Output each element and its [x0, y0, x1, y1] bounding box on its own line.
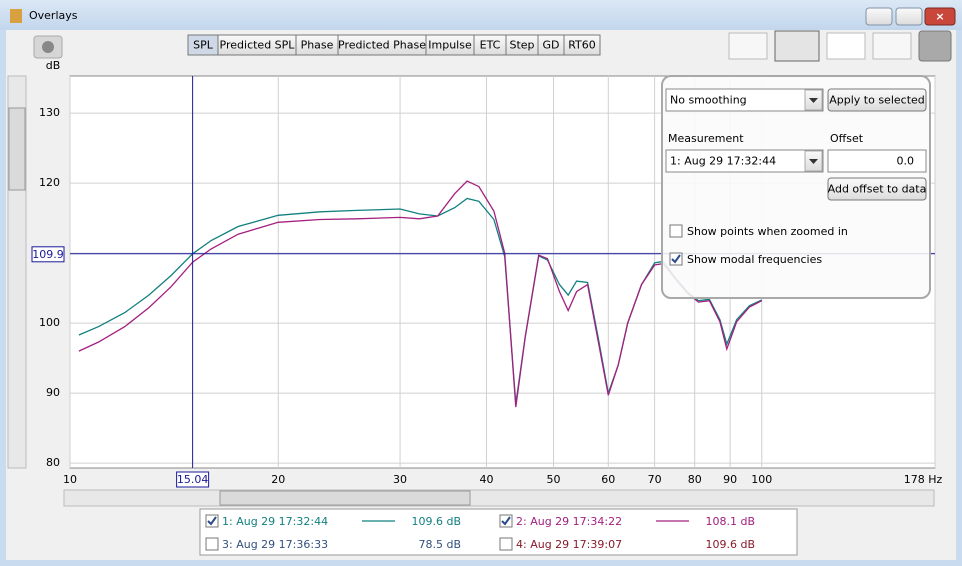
checkbox[interactable]	[669, 224, 683, 238]
apply-button[interactable]	[827, 88, 927, 112]
x-tick-label: 178 Hz	[904, 473, 943, 486]
add-offset-button-label: Add offset to data	[828, 183, 927, 196]
x-tick-label: 60	[601, 473, 615, 486]
legend-reading: 78.5 dB	[418, 538, 461, 551]
smoothing-select-text: No smoothing	[670, 94, 747, 107]
zoom-tool[interactable]	[872, 32, 912, 60]
y-tick-label: 80	[46, 456, 60, 469]
x-tick-label: 100	[751, 473, 772, 486]
add-offset-button[interactable]	[827, 177, 927, 201]
view-tab-label: GD	[543, 39, 560, 52]
y-tick-label: 90	[46, 386, 60, 399]
limits-tool[interactable]	[774, 30, 820, 62]
vertical-scroll-thumb[interactable]	[8, 107, 26, 191]
view-tab-label: Impulse	[428, 39, 472, 52]
measurement-select[interactable]	[665, 149, 824, 173]
x-tick-label: 90	[723, 473, 737, 486]
view-tools	[728, 30, 952, 62]
apply-button-label: Apply to selected	[829, 94, 925, 107]
minimize-button[interactable]	[865, 7, 893, 26]
legend-name: 4: Aug 29 17:39:07	[516, 538, 622, 551]
smoothing-select-arrow-glyph	[809, 98, 818, 103]
x-tick-label: 70	[648, 473, 662, 486]
x-tick-label: 50	[547, 473, 561, 486]
x-tick-label: 80	[688, 473, 702, 486]
legend-reading: 109.6 dB	[411, 515, 461, 528]
view-tab-label: ETC	[480, 39, 501, 52]
legend-name: 3: Aug 29 17:36:33	[222, 538, 328, 551]
grid	[69, 76, 936, 468]
offset-label: Offset	[830, 132, 864, 145]
y-tick-label: 130	[39, 106, 60, 119]
x-tick-label: 20	[271, 473, 285, 486]
y-tick-label: 100	[39, 316, 60, 329]
cursor-x-label: 15.04	[177, 473, 209, 486]
view-tab-label: RT60	[568, 39, 596, 52]
cursor-y-label: 109.9	[32, 248, 64, 261]
view-tab-label: SPL	[193, 39, 214, 52]
camera-lens	[42, 41, 54, 53]
measurement-select-arrow-glyph	[809, 159, 818, 164]
checkbox-label: Show points when zoomed in	[687, 225, 848, 238]
cursor-y-box	[31, 246, 65, 263]
view-tab-label: Predicted SPL	[220, 39, 296, 52]
title-bar	[0, 0, 962, 30]
maximize-button[interactable]	[895, 7, 923, 26]
y-tick-label: 120	[39, 176, 60, 189]
checkbox-label: Show modal frequencies	[687, 253, 822, 266]
app-icon	[10, 9, 22, 23]
legend-checkbox[interactable]	[205, 537, 219, 551]
legend-reading: 108.1 dB	[705, 515, 755, 528]
legend-name: 1: Aug 29 17:32:44	[222, 515, 328, 528]
view-tab[interactable]	[563, 34, 601, 56]
offset-spinner[interactable]	[827, 149, 927, 173]
measurement-label: Measurement	[668, 132, 744, 145]
horizontal-scrollbar[interactable]	[63, 489, 935, 507]
legend-checkbox[interactable]	[499, 537, 513, 551]
panel-box	[661, 75, 931, 299]
smoothing-select[interactable]	[665, 88, 824, 112]
measurement-select-text: 1: Aug 29 17:32:44	[670, 155, 776, 168]
check-mark	[671, 254, 681, 264]
close-glyph: ×	[935, 10, 944, 23]
offset-value: 0.0	[897, 155, 915, 168]
horizontal-scroll-thumb[interactable]	[219, 490, 471, 506]
legend-box	[199, 508, 798, 556]
x-tick-label: 40	[479, 473, 493, 486]
x-tick-label: 30	[393, 473, 407, 486]
close-button[interactable]	[924, 7, 956, 26]
x-tick-label: 10	[63, 473, 77, 486]
window-title: Overlays	[29, 9, 78, 22]
grid-tool[interactable]	[826, 32, 866, 60]
legend-name: 2: Aug 29 17:34:22	[516, 515, 622, 528]
legend-reading: 109.6 dB	[705, 538, 755, 551]
view-tab-label: Predicted Phase	[338, 39, 426, 52]
y-axis-label: dB	[46, 59, 61, 72]
cursor-x-box	[176, 471, 210, 488]
legend-check-mark	[207, 516, 217, 526]
legend-check-mark	[501, 516, 511, 526]
view-tab-label: Phase	[301, 39, 334, 52]
settings-tool[interactable]	[918, 30, 952, 62]
control-panel: No smoothing Apply to selected Measurement…	[661, 75, 931, 299]
overlay-tool[interactable]	[728, 32, 768, 60]
view-tab-label: Step	[509, 39, 534, 52]
